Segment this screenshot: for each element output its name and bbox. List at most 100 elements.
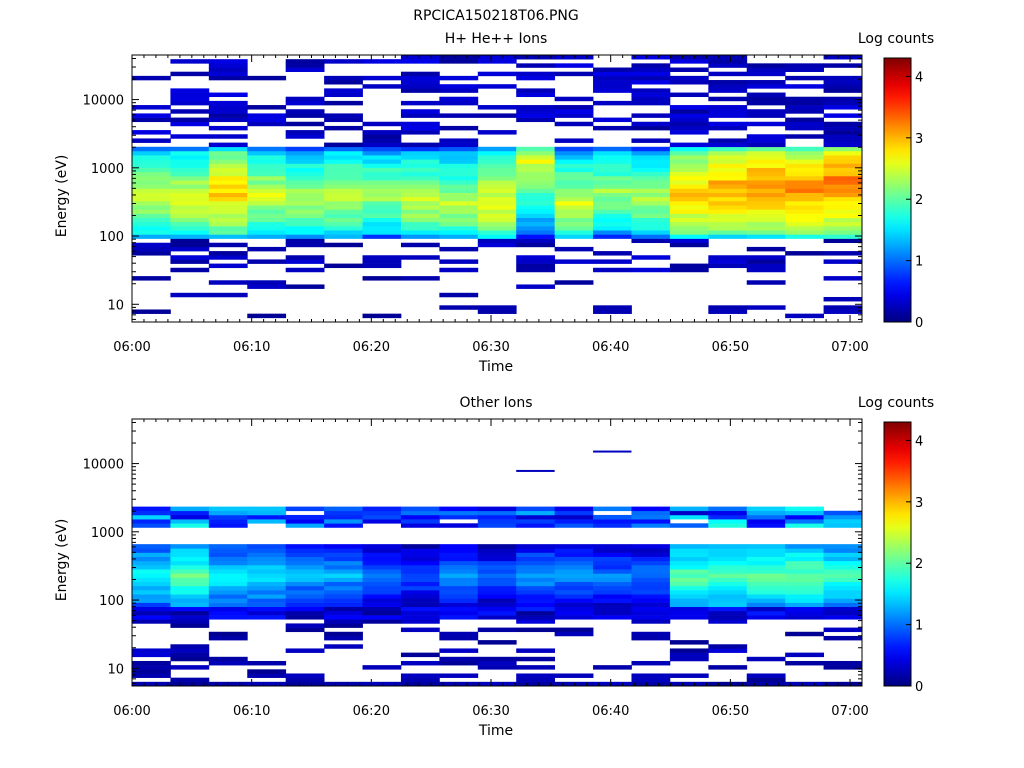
heatmap-cell — [477, 150, 517, 156]
heatmap-cell — [247, 117, 287, 123]
heatmap-cell — [208, 234, 248, 239]
heatmap-cell — [439, 163, 479, 168]
heatmap-cell — [285, 159, 325, 164]
heatmap-cell — [132, 556, 171, 562]
heatmap-cell — [785, 652, 824, 658]
heatmap-cell — [247, 565, 287, 570]
heatmap-cell — [516, 602, 556, 608]
colorbar-tick-label: 1 — [915, 255, 923, 270]
heatmap-cell — [593, 556, 632, 562]
heatmap-cell — [285, 267, 325, 273]
colorbar-tick-label: 1 — [915, 619, 923, 634]
heatmap-cell — [400, 163, 440, 168]
heatmap-cell — [247, 146, 287, 152]
heatmap-cell — [132, 201, 171, 206]
heatmap-cell — [631, 573, 671, 578]
heatmap-cell — [247, 213, 287, 218]
heatmap-cell — [400, 213, 440, 218]
heatmap-cell — [477, 598, 517, 603]
heatmap-cell — [554, 514, 594, 520]
plot-axes: 10 100 1000 10000 06:00 06:10 06:20 06:30 06:40 0… — [83, 418, 869, 719]
heatmap-cell — [285, 134, 325, 139]
heatmap-cell — [285, 259, 325, 264]
heatmap-cell — [708, 209, 748, 214]
heatmap-cell — [285, 610, 325, 616]
heatmap-cell — [170, 292, 210, 298]
heatmap-cell — [324, 577, 363, 582]
heatmap-cell — [708, 80, 748, 85]
heatmap-cell — [132, 560, 171, 566]
heatmap-cell — [208, 150, 248, 156]
heatmap-cell — [516, 263, 556, 269]
heatmap-cell — [554, 280, 594, 285]
heatmap-cell — [516, 598, 556, 603]
heatmap-cell — [400, 217, 440, 223]
heatmap-cell — [516, 259, 556, 264]
heatmap-cell — [439, 201, 479, 206]
heatmap-cell — [132, 602, 171, 608]
heatmap-cell — [516, 175, 556, 181]
heatmap-cell — [631, 255, 671, 260]
heatmap-cell — [477, 573, 517, 578]
heatmap-cell — [362, 159, 402, 164]
heatmap-cell — [516, 581, 556, 587]
heatmap-cell — [516, 677, 556, 683]
heatmap-cell — [439, 590, 479, 595]
heatmap-cell — [823, 585, 863, 591]
heatmap-cell — [631, 506, 671, 512]
heatmap-cell — [400, 560, 440, 566]
heatmap-cell — [631, 234, 671, 239]
heatmap-cell — [593, 544, 632, 549]
heatmap-cell — [132, 117, 171, 123]
heatmap-cell — [708, 213, 748, 218]
heatmap-cell — [593, 585, 632, 591]
heatmap-cell — [669, 130, 709, 135]
heatmap-cell — [669, 192, 709, 198]
heatmap-cell — [400, 150, 440, 156]
heatmap-cell — [285, 201, 325, 206]
heatmap-cell — [170, 665, 210, 670]
heatmap-cell — [362, 221, 402, 227]
heatmap-cell — [477, 590, 517, 595]
heatmap-cell — [477, 113, 517, 118]
heatmap-cell — [285, 130, 325, 135]
heatmap-cell — [593, 665, 632, 670]
heatmap-cell — [746, 80, 786, 85]
heatmap-cell — [669, 585, 709, 591]
heatmap-cell — [247, 602, 287, 608]
heatmap-cell — [132, 565, 171, 570]
heatmap-cell — [400, 121, 440, 127]
heatmap-cell — [516, 92, 556, 98]
heatmap-cell — [554, 519, 594, 524]
heatmap-cell — [823, 221, 863, 227]
heatmap-cell — [516, 506, 556, 512]
heatmap-cell — [823, 573, 863, 578]
heatmap-cell — [132, 514, 171, 520]
heatmap-cell — [669, 263, 709, 269]
heatmap-cell — [477, 155, 517, 160]
heatmap-cell — [400, 677, 440, 683]
x-tick-label: 06:40 — [592, 704, 629, 719]
heatmap-cell — [247, 660, 287, 666]
heatmap-cell — [746, 150, 786, 156]
heatmap-cell — [324, 234, 363, 239]
heatmap-cell — [285, 209, 325, 214]
heatmap-cell — [785, 125, 824, 131]
heatmap-cell — [324, 635, 363, 641]
heatmap-cell — [439, 84, 479, 89]
heatmap-cell — [285, 67, 325, 72]
heatmap-cell — [823, 594, 863, 599]
heatmap-cell — [324, 514, 363, 520]
heatmap-cell — [170, 184, 210, 189]
heatmap-cell — [477, 309, 517, 314]
heatmap-cell — [324, 594, 363, 599]
heatmap-cell — [746, 263, 786, 269]
heatmap-cell — [170, 109, 210, 114]
heatmap-cell — [247, 217, 287, 223]
heatmap-cell — [785, 523, 824, 528]
heatmap-cell — [170, 246, 210, 252]
heatmap-cell — [285, 150, 325, 156]
heatmap-cell — [400, 205, 440, 210]
heatmap-cell — [823, 96, 863, 102]
heatmap-cell — [477, 581, 517, 587]
